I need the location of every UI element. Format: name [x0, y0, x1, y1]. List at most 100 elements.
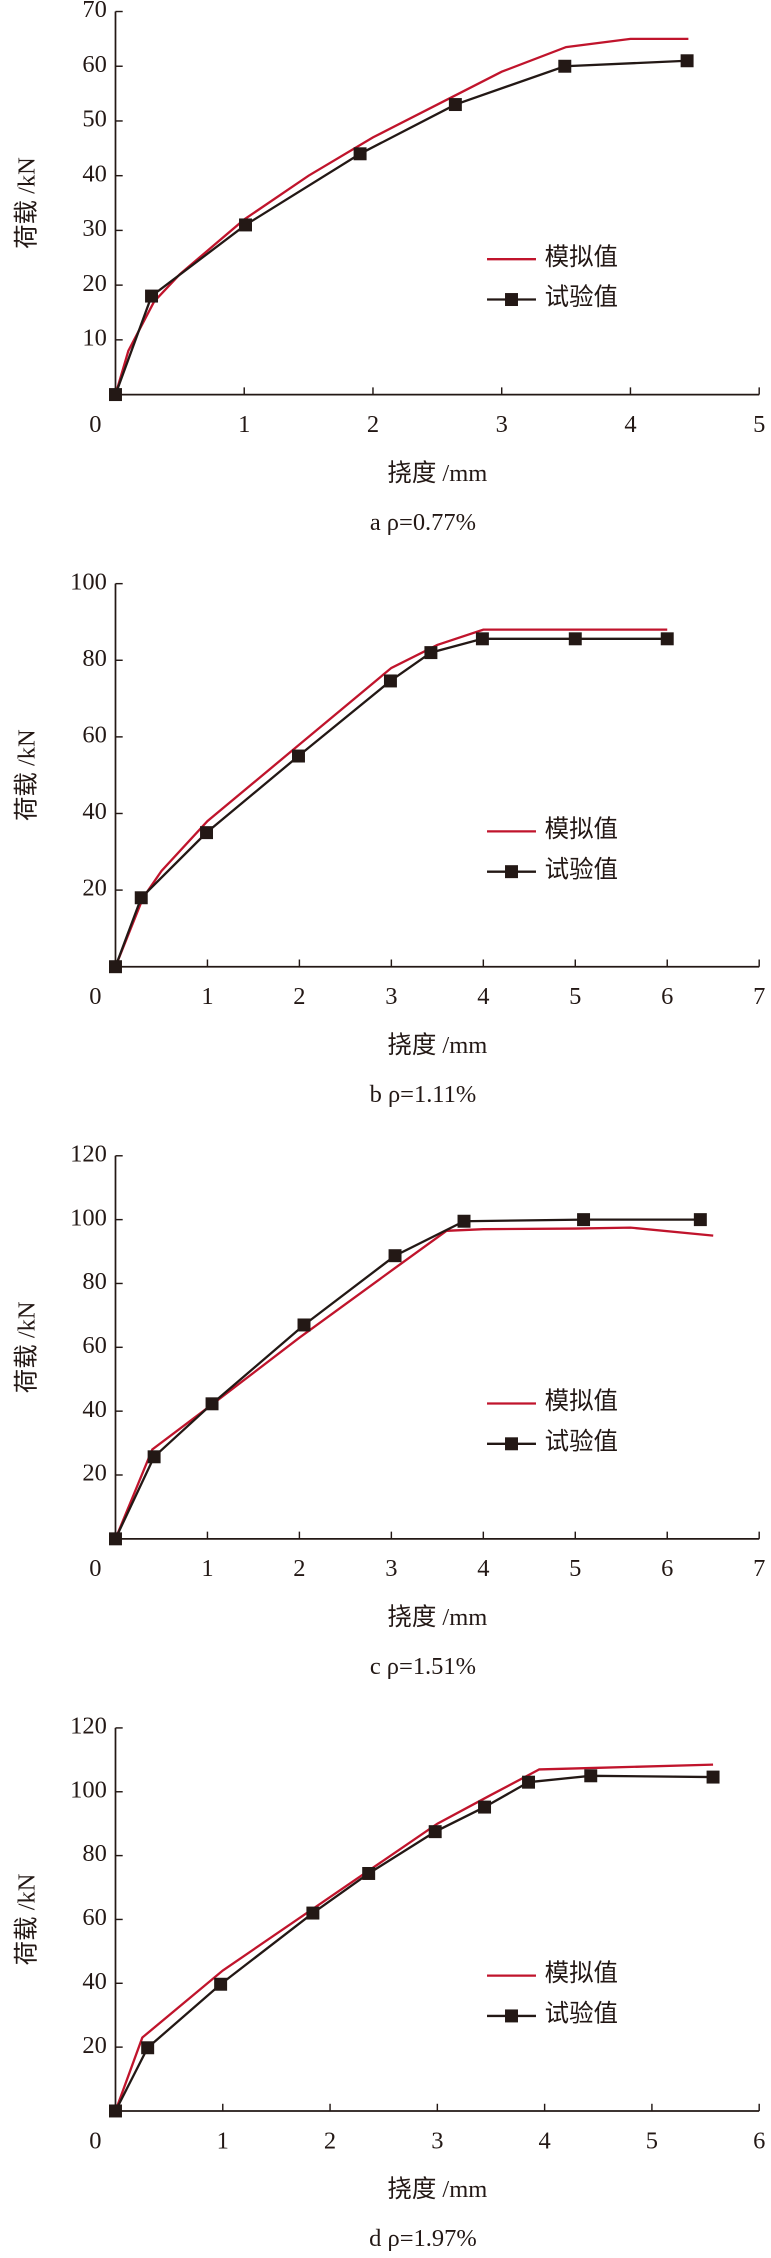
x-tick-label: 0	[89, 411, 101, 438]
data-point	[145, 289, 159, 303]
data-point	[584, 1769, 598, 1783]
x-tick-label: 0	[89, 2127, 101, 2154]
y-tick-label: 80	[82, 1840, 106, 1867]
x-tick-label: 7	[753, 1555, 765, 1582]
y-axis-label: 荷载 /kN	[13, 157, 41, 249]
x-tick-label: 1	[238, 411, 250, 438]
x-axis-label: 挠度 /mm	[387, 1603, 487, 1631]
x-tick-label: 0	[89, 983, 101, 1010]
legend-label: 试验值	[545, 855, 618, 883]
x-tick-label: 1	[201, 983, 213, 1010]
y-tick-label: 100	[70, 1204, 107, 1231]
data-point	[706, 1770, 720, 1784]
x-tick-label: 4	[539, 2127, 551, 2154]
x-axis-label: 挠度 /mm	[387, 2175, 487, 2203]
data-point	[292, 749, 305, 763]
y-tick-label: 120	[70, 1140, 107, 1167]
x-tick-label: 3	[385, 1555, 397, 1582]
data-point	[134, 891, 148, 905]
legend-marker	[505, 1437, 518, 1451]
y-tick-label: 30	[82, 215, 106, 242]
data-point	[214, 1977, 228, 1991]
x-tick-label: 3	[385, 983, 397, 1010]
y-tick-label: 40	[82, 1968, 106, 1995]
legend-label: 试验值	[545, 1427, 618, 1455]
data-point	[660, 632, 674, 646]
series-line	[114, 1774, 714, 2112]
x-axis-label: 挠度 /mm	[387, 459, 487, 487]
caption: d ρ=1.97%	[369, 2225, 477, 2252]
x-tick-label: 0	[89, 1555, 101, 1582]
data-point	[109, 1532, 122, 1546]
data-point	[147, 1450, 161, 1464]
data-point	[577, 1213, 591, 1227]
x-tick-label: 6	[753, 2127, 765, 2154]
x-tick-label: 4	[477, 983, 489, 1010]
y-tick-label: 60	[82, 1904, 106, 1931]
x-tick-label: 2	[324, 2127, 336, 2154]
x-tick-label: 3	[496, 411, 508, 438]
data-point	[424, 646, 438, 660]
data-point	[205, 1397, 219, 1411]
x-tick-label: 5	[569, 1555, 581, 1582]
data-point	[297, 1318, 311, 1332]
y-tick-label: 20	[82, 1460, 106, 1487]
data-point	[200, 826, 214, 840]
data-point	[680, 54, 694, 68]
data-point	[475, 632, 489, 646]
y-tick-label: 60	[82, 51, 106, 78]
series-line	[114, 1763, 714, 2112]
y-tick-label: 70	[82, 0, 106, 23]
data-point	[353, 147, 367, 161]
legend-label: 试验值	[545, 2000, 618, 2028]
y-tick-label: 60	[82, 721, 106, 748]
legend-label: 模拟值	[545, 1959, 618, 1987]
y-tick-label: 120	[70, 1713, 107, 1740]
x-axis-label: 挠度 /mm	[387, 1031, 487, 1059]
series-line	[114, 1218, 701, 1540]
legend-label: 模拟值	[545, 243, 618, 271]
x-tick-label: 1	[201, 1555, 213, 1582]
series-line	[114, 628, 668, 968]
data-point	[239, 218, 252, 232]
x-tick-label: 3	[431, 2127, 443, 2154]
y-axis-label: 荷载 /kN	[13, 729, 41, 821]
data-point	[522, 1775, 536, 1789]
data-point	[428, 1825, 442, 1839]
data-point	[109, 960, 122, 974]
x-tick-label: 1	[217, 2127, 229, 2154]
legend-label: 模拟值	[545, 815, 618, 843]
data-point	[558, 59, 572, 73]
x-tick-label: 7	[753, 983, 765, 1010]
data-point	[448, 98, 462, 112]
y-tick-label: 40	[82, 160, 106, 187]
y-tick-label: 20	[82, 2032, 106, 2059]
x-tick-label: 2	[367, 411, 379, 438]
series-line	[114, 637, 668, 968]
data-point	[109, 388, 122, 402]
x-tick-label: 6	[661, 1555, 673, 1582]
x-tick-label: 6	[661, 983, 673, 1010]
series-line	[114, 59, 688, 395]
y-tick-label: 10	[82, 324, 106, 351]
series-line	[114, 37, 689, 395]
y-axis-label: 荷载 /kN	[13, 1873, 41, 1965]
data-point	[362, 1866, 376, 1880]
legend-label: 模拟值	[545, 1387, 618, 1415]
caption: b ρ=1.11%	[370, 1081, 477, 1108]
y-tick-label: 40	[82, 798, 106, 825]
x-tick-label: 2	[293, 983, 305, 1010]
y-tick-label: 60	[82, 1332, 106, 1359]
y-tick-label: 100	[70, 1776, 107, 1803]
legend-marker	[505, 2009, 518, 2023]
y-tick-label: 80	[82, 645, 106, 672]
data-point	[388, 1249, 402, 1263]
y-tick-label: 80	[82, 1268, 106, 1295]
y-tick-label: 100	[70, 568, 107, 595]
data-point	[383, 674, 397, 688]
y-tick-label: 50	[82, 106, 106, 133]
x-tick-label: 2	[293, 1555, 305, 1582]
y-tick-label: 40	[82, 1396, 106, 1423]
x-tick-label: 5	[569, 983, 581, 1010]
